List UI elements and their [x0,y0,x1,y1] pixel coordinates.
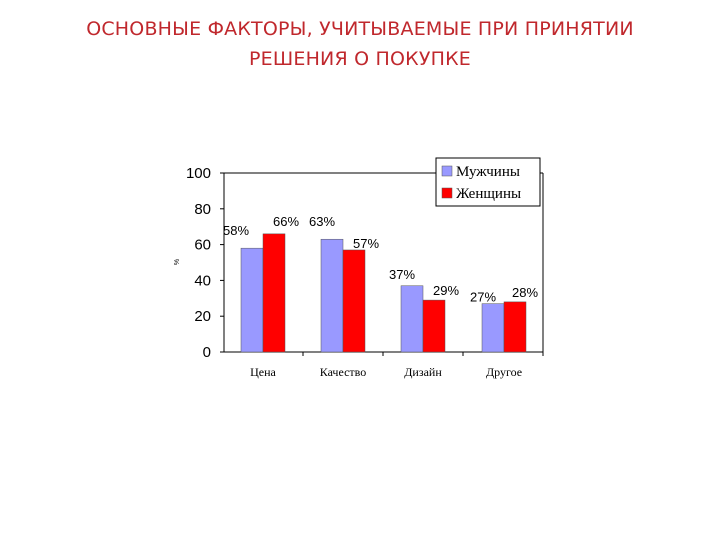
x-tick-label: Другое [486,365,522,379]
page-title-line-2: РЕШЕНИЯ О ПОКУПКЕ [248,48,471,70]
y-tick-label: 80 [194,201,211,218]
data-label: 27% [470,290,496,305]
legend-swatch-0 [441,165,453,177]
y-tick-label: 20 [194,308,211,325]
legend-label-1: Женщины [456,186,521,202]
data-label: 29% [433,283,459,298]
y-tick-label: 0 [203,344,211,361]
bar-men-2 [400,285,424,353]
legend-swatch-1 [441,187,453,199]
data-label: 63% [309,214,335,229]
bar-women-3 [503,301,527,353]
data-label: 57% [353,236,379,251]
x-tick-label: Цена [250,365,276,379]
data-label: 58% [223,223,249,238]
bar-women-0 [262,233,286,353]
legend-label-0: Мужчины [456,164,520,180]
data-label: 28% [512,285,538,300]
bar-men-1 [320,238,344,353]
bar-women-2 [422,299,446,353]
bar-women-1 [342,249,366,353]
page-title: ОСНОВНЫЕ ФАКТОРЫ, УЧИТЫВАЕМЫЕ ПРИ ПРИНЯТ… [0,14,720,74]
x-tick-label: Качество [320,365,367,379]
y-tick-label: 60 [194,237,211,254]
y-tick-label: 40 [194,272,211,289]
y-tick-label: 100 [186,165,211,182]
data-label: 66% [273,214,299,229]
bar-men-3 [481,303,505,353]
bar-men-0 [240,247,264,353]
y-axis-label: % [174,259,181,265]
page-title-line-1: ОСНОВНЫЕ ФАКТОРЫ, УЧИТЫВАЕМЫЕ ПРИ ПРИНЯТ… [86,18,634,40]
data-label: 37% [389,267,415,282]
legend-box [435,157,541,207]
x-tick-label: Дизайн [404,365,442,379]
